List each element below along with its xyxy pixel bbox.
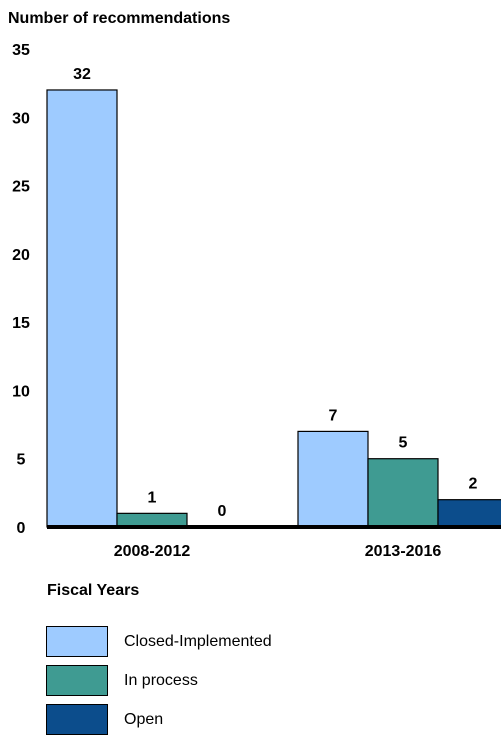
bar-open-2013-2016	[437, 499, 501, 528]
data-label-open-2013-2016: 2	[469, 476, 478, 493]
y-axis-ticks: 0 5 10 15 20 25 30 35	[12, 42, 30, 537]
x-category-label: 2013-2016	[365, 543, 442, 560]
y-tick-label: 35	[12, 42, 30, 59]
legend-swatch-open	[46, 704, 108, 735]
x-axis-categories: 2008-2012 2013-2016	[114, 543, 442, 560]
legend-swatch-in-process	[46, 665, 108, 696]
x-category-label: 2008-2012	[114, 543, 191, 560]
data-label-closed-implemented-2008-2012: 32	[73, 66, 91, 83]
legend-label-open: Open	[124, 711, 164, 728]
data-label-closed-implemented-2013-2016: 7	[329, 407, 338, 424]
bar-chart: Number of recommendations 05101520253035…	[8, 10, 501, 599]
y-tick-label: 10	[12, 383, 30, 400]
y-tick-label: 15	[12, 315, 30, 332]
legend-swatch-closed-implemented	[46, 626, 108, 657]
bar-closed-implemented-2013-2016	[297, 430, 369, 528]
bar-in-process-2008-2012	[116, 512, 188, 528]
x-axis-title: Fiscal Years	[47, 582, 139, 599]
legend-label-closed-implemented: Closed-Implemented	[124, 633, 272, 650]
data-label-in-process-2008-2012: 1	[148, 489, 157, 506]
y-tick-label: 25	[12, 179, 30, 196]
y-tick-label: 5	[17, 452, 26, 469]
data-labels: 32 1 0 7 5 2	[73, 66, 477, 520]
data-label-open-2008-2012: 0	[218, 503, 227, 520]
y-tick-label: 20	[12, 247, 30, 264]
y-tick-label: 0	[17, 520, 26, 537]
bar-in-process-2013-2016	[367, 458, 439, 528]
y-axis-title: Number of recommendations	[8, 10, 230, 27]
bar-closed-implemented-2008-2012	[46, 89, 118, 528]
data-label-in-process-2013-2016: 5	[399, 435, 408, 452]
y-tick-label: 30	[12, 110, 30, 127]
legend-label-in-process: In process	[124, 672, 198, 689]
bars-group	[46, 89, 501, 528]
